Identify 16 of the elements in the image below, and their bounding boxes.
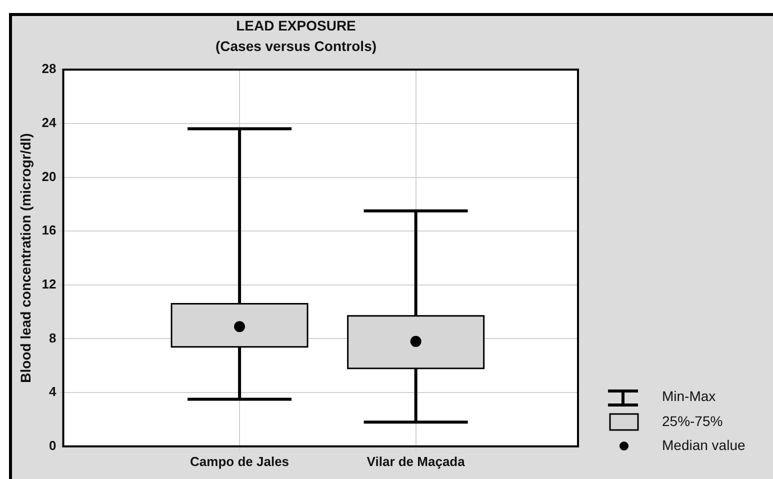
x-tick-label: Campo de Jales: [190, 454, 290, 469]
text: 25%-75%: [662, 412, 723, 428]
y-tick-label: 8: [49, 330, 56, 346]
y-tick-label: 20: [42, 168, 56, 184]
y-axis-title: Blood lead concentration (microgr/dl): [17, 133, 34, 383]
y-tick-label: 16: [42, 222, 56, 238]
text: Min-Max: [662, 388, 716, 404]
y-tick-label: 12: [42, 276, 56, 292]
y-tick-label: 0: [49, 438, 56, 453]
x-tick-label: Vilar de Maçada: [366, 454, 466, 469]
y-tick-label: 24: [42, 115, 58, 130]
text: Median value: [662, 437, 746, 453]
y-tick-label: 28: [42, 61, 56, 76]
y-tick-label: 4: [49, 384, 58, 400]
chart-title: LEAD EXPOSURE: [236, 17, 356, 34]
chart-subtitle: (Cases versus Controls): [215, 38, 377, 54]
